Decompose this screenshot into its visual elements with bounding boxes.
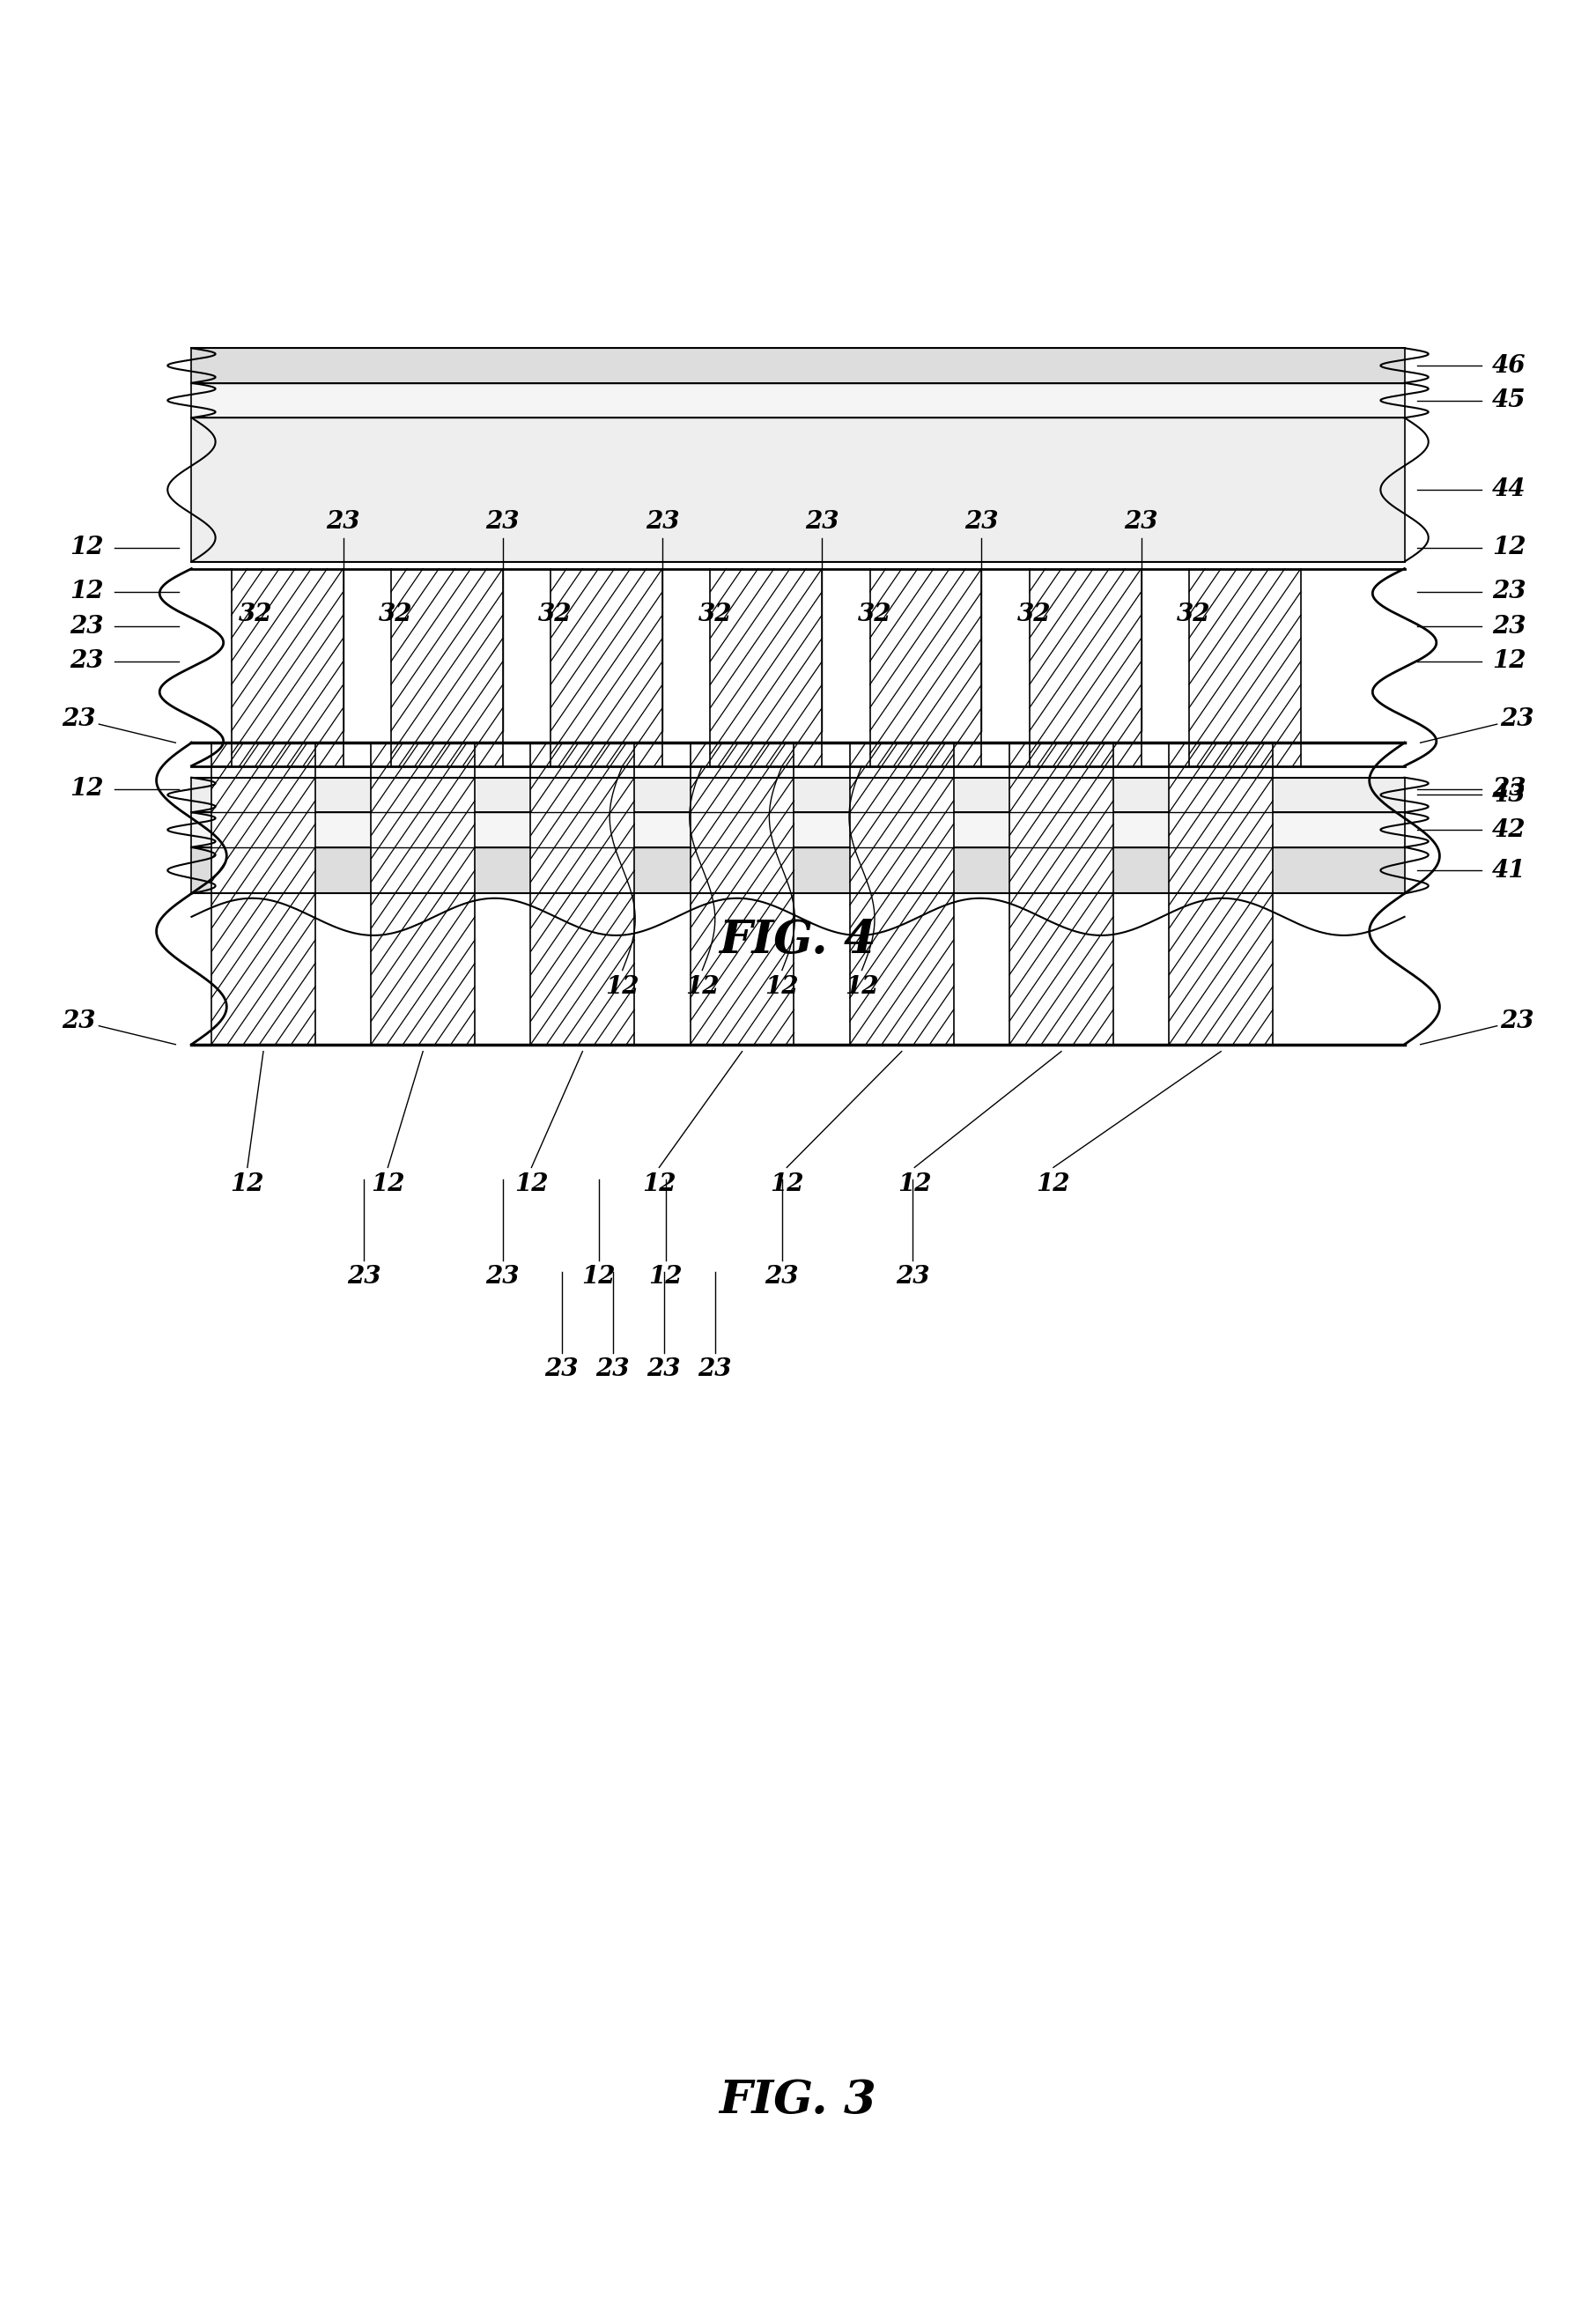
Text: 23: 23 xyxy=(646,1358,681,1381)
Text: 12: 12 xyxy=(764,975,800,998)
Text: 23: 23 xyxy=(544,1358,579,1381)
Bar xyxy=(551,569,662,766)
Text: 32: 32 xyxy=(857,603,892,627)
Text: 32: 32 xyxy=(238,603,273,627)
Bar xyxy=(870,569,982,766)
Bar xyxy=(192,812,1404,847)
Bar xyxy=(192,847,1404,894)
Text: 12: 12 xyxy=(514,1172,549,1195)
Bar xyxy=(1010,743,1114,1044)
Text: 23: 23 xyxy=(895,1265,930,1288)
Text: FIG. 3: FIG. 3 xyxy=(720,2077,876,2124)
Text: 23: 23 xyxy=(645,511,680,534)
Bar xyxy=(192,778,1404,812)
Bar xyxy=(192,569,1404,766)
Text: 23: 23 xyxy=(70,615,104,638)
Text: 23: 23 xyxy=(62,1010,96,1033)
Text: 23: 23 xyxy=(804,511,839,534)
Text: 23: 23 xyxy=(697,1358,733,1381)
Text: 32: 32 xyxy=(378,603,413,627)
Text: 12: 12 xyxy=(897,1172,932,1195)
Text: 46: 46 xyxy=(1492,353,1526,378)
Text: 23: 23 xyxy=(1500,708,1534,731)
Text: 12: 12 xyxy=(1492,536,1526,559)
Bar xyxy=(689,743,795,1044)
Text: 23: 23 xyxy=(70,650,104,673)
Bar xyxy=(530,743,634,1044)
Text: 12: 12 xyxy=(685,975,720,998)
Text: 43: 43 xyxy=(1492,782,1526,808)
Text: 12: 12 xyxy=(70,778,104,801)
Text: 23: 23 xyxy=(1500,1010,1534,1033)
Text: 23: 23 xyxy=(485,511,520,534)
Bar xyxy=(211,743,316,1044)
Text: 23: 23 xyxy=(595,1358,630,1381)
Bar xyxy=(1189,569,1301,766)
Bar xyxy=(231,569,343,766)
Text: 42: 42 xyxy=(1492,817,1526,843)
Text: 23: 23 xyxy=(346,1265,381,1288)
Text: 23: 23 xyxy=(1492,615,1526,638)
Text: 23: 23 xyxy=(485,1265,520,1288)
Text: 12: 12 xyxy=(769,1172,804,1195)
Bar xyxy=(1029,569,1141,766)
Text: 23: 23 xyxy=(62,708,96,731)
Bar xyxy=(370,743,476,1044)
Bar xyxy=(192,348,1404,383)
Text: 23: 23 xyxy=(1492,778,1526,801)
Text: 12: 12 xyxy=(70,580,104,603)
Text: 12: 12 xyxy=(70,536,104,559)
Bar xyxy=(710,569,822,766)
Text: 45: 45 xyxy=(1492,388,1526,413)
Bar xyxy=(192,418,1404,562)
Text: 32: 32 xyxy=(697,603,733,627)
Text: 23: 23 xyxy=(326,511,361,534)
Text: 23: 23 xyxy=(764,1265,800,1288)
Text: 12: 12 xyxy=(581,1265,616,1288)
Bar xyxy=(192,383,1404,418)
Text: 44: 44 xyxy=(1492,478,1526,501)
Bar xyxy=(192,743,1404,1044)
Bar xyxy=(1168,743,1274,1044)
Bar xyxy=(391,569,503,766)
Bar xyxy=(849,743,953,1044)
Text: 12: 12 xyxy=(844,975,879,998)
Text: 32: 32 xyxy=(538,603,573,627)
Text: 32: 32 xyxy=(1176,603,1211,627)
Text: 12: 12 xyxy=(230,1172,265,1195)
Text: 23: 23 xyxy=(1492,580,1526,603)
Text: 12: 12 xyxy=(1036,1172,1071,1195)
Text: 12: 12 xyxy=(1492,650,1526,673)
Text: 12: 12 xyxy=(370,1172,405,1195)
Text: 12: 12 xyxy=(605,975,640,998)
Text: 23: 23 xyxy=(964,511,999,534)
Text: FIG. 4: FIG. 4 xyxy=(720,917,876,963)
Text: 12: 12 xyxy=(648,1265,683,1288)
Text: 23: 23 xyxy=(1124,511,1159,534)
Text: 32: 32 xyxy=(1017,603,1052,627)
Text: 41: 41 xyxy=(1492,859,1526,882)
Text: 12: 12 xyxy=(642,1172,677,1195)
